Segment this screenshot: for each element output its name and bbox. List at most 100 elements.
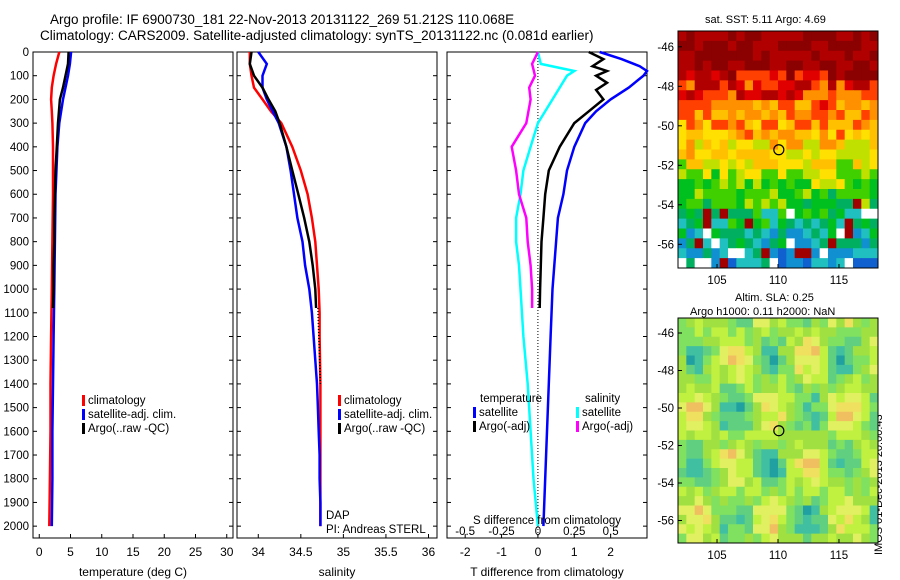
- sla-map-pixel: [828, 449, 837, 460]
- sla-map-pixel: [844, 374, 854, 385]
- diff-x-tick-label: 2: [607, 545, 614, 559]
- sst-map-pixel: [786, 129, 796, 141]
- sst-map-pixel: [753, 159, 762, 170]
- temp-legend-label: climatology: [88, 395, 146, 407]
- sla-map-pixel: [694, 524, 704, 535]
- sst-map-pixel: [836, 159, 846, 170]
- sla-map-pixel: [753, 421, 762, 431]
- sla-map-pixel: [703, 496, 712, 506]
- sla-map-pixel: [753, 402, 762, 413]
- sst-map-pixel: [853, 119, 862, 131]
- sla-map-pixel: [711, 468, 721, 478]
- sst-map-pixel: [753, 258, 762, 269]
- sla-map-pixel: [778, 383, 787, 394]
- sst-map-pixel: [844, 60, 854, 71]
- sla-map-pixel: [744, 355, 754, 366]
- sla-map-pixel: [819, 383, 829, 394]
- sst-map-pixel: [803, 189, 812, 200]
- sst-map-pixel: [803, 238, 812, 249]
- sst-map-pixel: [728, 31, 737, 42]
- sst-map-pixel: [728, 70, 737, 81]
- sla-map-pixel: [861, 383, 871, 394]
- sla-map-pixel: [744, 421, 754, 431]
- sla-map-pixel: [836, 430, 846, 441]
- sla-map-pixel: [753, 336, 762, 347]
- figure-title-line-2: Climatology: CARS2009. Satellite-adjuste…: [40, 28, 594, 43]
- sla-map-pixel: [861, 402, 871, 413]
- sst-map-pixel: [703, 50, 712, 62]
- sla-map-pixel: [694, 318, 704, 328]
- sla-map-pixel: [811, 421, 821, 431]
- sst-map-pixel: [711, 90, 721, 101]
- sst-map-pixel: [694, 139, 704, 150]
- sla-map-pixel: [844, 458, 854, 469]
- sst-map-pixel: [803, 110, 812, 121]
- sst-map-pixel: [719, 179, 729, 190]
- sla-map-pixel: [703, 468, 712, 478]
- sst-map-pixel: [728, 228, 737, 239]
- sla-map-pixel: [853, 374, 862, 385]
- temp-y-tick-label: 1400: [3, 379, 29, 391]
- sla-map-pixel: [778, 355, 787, 366]
- sla-map-pixel: [811, 318, 821, 328]
- sla-map-pixel: [819, 449, 829, 460]
- sla-map-pixel: [786, 327, 796, 338]
- sst-map-pixel: [694, 189, 704, 200]
- sla-map-pixel: [836, 346, 846, 356]
- sst-map-pixel: [836, 149, 846, 160]
- sst-map-pixel: [853, 258, 862, 269]
- sla-map-pixel: [694, 374, 704, 385]
- sla-map-pixel: [869, 374, 879, 385]
- sla-map-pixel: [686, 346, 696, 356]
- sla-map-pixel: [778, 393, 787, 403]
- sla-map-pixel: [769, 477, 779, 488]
- sla-map-pixel: [719, 439, 729, 450]
- sla-map-pixel: [778, 421, 787, 431]
- sst-map-pixel: [803, 60, 812, 71]
- sla-map-pixel: [786, 421, 796, 431]
- sst-map-pixel: [828, 169, 837, 180]
- sla-map-pixel: [844, 449, 854, 460]
- series-line-argo-adj-s-: [510, 51, 540, 308]
- sla-map-pixel: [719, 402, 729, 413]
- temp-y-tick-label: 1300: [3, 355, 29, 367]
- sst-map-argo-position-marker: [773, 144, 785, 156]
- sla-map-pixel: [803, 449, 812, 460]
- sst-map-pixel: [694, 90, 704, 101]
- sst-map-pixel: [703, 169, 712, 180]
- sla-map-pixel: [794, 449, 804, 460]
- sst-map-pixel: [744, 50, 754, 62]
- temp-y-tick-label: 100: [10, 71, 29, 83]
- sla-map-pixel: [694, 458, 704, 469]
- sst-map-pixel: [761, 31, 771, 42]
- sst-map-pixel: [686, 110, 696, 121]
- sst-map-pixel: [711, 40, 721, 52]
- sst-map-pixel: [778, 258, 787, 269]
- sst-map-pixel: [694, 248, 704, 259]
- sst-map-pixel: [728, 119, 737, 131]
- temp-y-tick-label: 1200: [3, 331, 29, 343]
- sst-map-pixel: [678, 110, 687, 121]
- series-line-argo-adj-: [538, 50, 611, 309]
- sla-map-pixel: [811, 346, 821, 356]
- sla-map-pixel: [769, 364, 779, 375]
- sst-map-pixel: [728, 139, 737, 150]
- sla-map-pixel: [828, 355, 837, 366]
- sla-map-pixel: [703, 514, 712, 525]
- sla-map-pixel: [686, 514, 696, 525]
- sla-map-pixel: [794, 496, 804, 506]
- sla-map-lat-tick-label: -56: [657, 516, 674, 528]
- sst-map-pixel: [678, 119, 687, 131]
- temp-y-tick-label: 200: [10, 94, 29, 106]
- sst-map-pixel: [778, 189, 787, 200]
- sst-map-pixel: [844, 80, 854, 91]
- sst-map-pixel: [861, 60, 871, 71]
- sla-map-pixel: [728, 318, 737, 328]
- sst-map-pixel: [686, 159, 696, 170]
- sla-map-pixel: [803, 533, 812, 544]
- sst-map-pixel: [761, 179, 771, 190]
- sla-map-pixel: [744, 346, 754, 356]
- sla-map-pixel: [719, 514, 729, 525]
- sla-map-pixel: [861, 486, 871, 497]
- sla-map-pixel: [836, 402, 846, 413]
